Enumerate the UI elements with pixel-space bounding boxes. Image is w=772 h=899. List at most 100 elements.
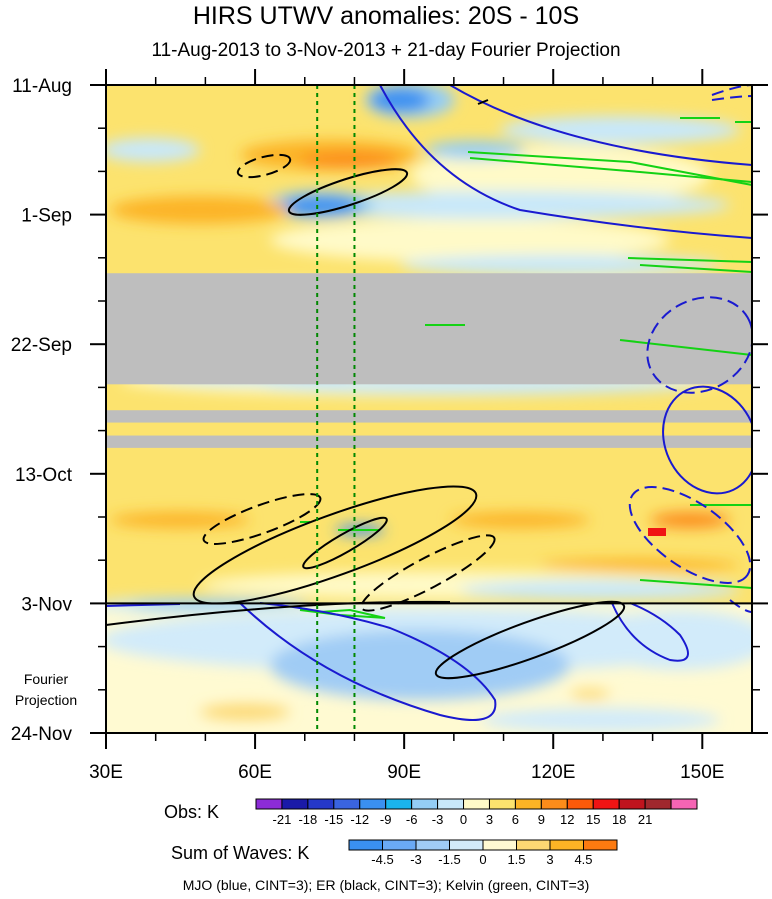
mjo-contour (611, 602, 689, 662)
er-contours (106, 99, 626, 680)
kelvin-contour (639, 264, 752, 273)
er-contour (192, 485, 478, 605)
obs-colorbar-tick-label: -9 (380, 812, 392, 827)
plot-frame (105, 84, 753, 734)
er-contour (477, 99, 489, 105)
waves-colorbar-swatch (549, 839, 584, 851)
kelvin-contour (469, 157, 752, 183)
y-tick-label: 1-Sep (21, 206, 72, 227)
obs-colorbar-swatch (437, 798, 465, 810)
obs-colorbar-swatch (307, 798, 335, 810)
waves-colorbar-tick-label: 1.5 (507, 852, 525, 867)
missing-data-band (106, 410, 752, 423)
x-tick-label: 90E (387, 762, 421, 783)
x-tick-label: 120E (531, 762, 575, 783)
mjo-contour (662, 385, 752, 495)
reference-longitude-lines (316, 85, 356, 733)
obs-colorbar-swatch (670, 798, 698, 810)
er-contour (106, 600, 451, 626)
obs-colorbar-swatch (644, 798, 672, 810)
obs-colorbar-swatch (411, 798, 439, 810)
y-tick-label: 22-Sep (11, 335, 72, 356)
x-tick-label: 150E (680, 762, 724, 783)
projection-label: Fourier Projection (2, 669, 90, 711)
mjo-negative-contour (729, 599, 752, 613)
waves-colorbar-tick-label: 0 (479, 852, 486, 867)
x-tick-label: 60E (238, 762, 272, 783)
obs-colorbar-tick-label: 18 (612, 812, 626, 827)
kelvin-contours (299, 117, 752, 619)
mjo-contour (379, 85, 752, 239)
obs-colorbar-swatch (281, 798, 309, 810)
mjo-negative-contours (628, 85, 752, 613)
obs-strong-positive-spot (648, 528, 666, 536)
missing-data-bands (106, 273, 752, 448)
heatmap-field (106, 85, 752, 733)
projection-anomaly-blobs (106, 608, 752, 732)
y-tick-label: 13-Oct (15, 465, 73, 486)
obs-colorbar-swatch (540, 798, 568, 810)
obs-colorbar-swatch (566, 798, 594, 810)
waves-colorbar-swatch (382, 839, 417, 851)
obs-colorbar-tick-label: -6 (406, 812, 418, 827)
er-negative-contour (202, 493, 322, 545)
projection-label-line1: Fourier (23, 671, 69, 687)
mjo-negative-contour (628, 486, 752, 584)
x-tick-label: 30E (89, 762, 123, 783)
obs-colorbar-swatch (385, 798, 413, 810)
waves-colorbar-swatch (415, 839, 450, 851)
er-negative-contour (360, 534, 496, 612)
er-contour (434, 600, 626, 680)
er-contour (302, 516, 388, 570)
chart-title: HIRS UTWV anomalies: 20S - 10S (192, 2, 580, 30)
obs-colorbar-swatch (333, 798, 361, 810)
waves-colorbar-swatch (583, 839, 618, 851)
obs-colorbar-tick-label: -12 (350, 812, 369, 827)
obs-colorbar-tick-label: 0 (460, 812, 467, 827)
missing-data-band (106, 273, 752, 385)
mjo-contour (239, 602, 497, 721)
kelvin-contour (627, 257, 752, 263)
waves-colorbar: -4.5 -3 -1.5 0 1.5 3 4.5 (348, 839, 618, 867)
y-tick-label: 3-Nov (21, 594, 72, 615)
waves-colorbar-swatch (516, 839, 551, 851)
projection-label-line2: Projection (14, 692, 78, 708)
waves-colorbar-label: Sum of Waves: K (171, 843, 310, 863)
obs-colorbar-swatch (514, 798, 542, 810)
obs-colorbar-tick-label: 15 (586, 812, 600, 827)
obs-colorbar-tick-label: -18 (298, 812, 317, 827)
mjo-negative-contour (711, 95, 752, 101)
obs-colorbar-tick-label: 9 (538, 812, 545, 827)
er-contour (287, 168, 409, 216)
obs-colorbar-label: Obs: K (164, 802, 220, 822)
obs-colorbar-tick-label: -15 (324, 812, 343, 827)
waves-colorbar-tick-label: 4.5 (574, 852, 592, 867)
obs-colorbar-tick-label: -21 (273, 812, 292, 827)
y-tick-label: 11-Aug (12, 76, 72, 97)
kelvin-contour (467, 151, 752, 186)
er-negative-contour (236, 153, 292, 179)
waves-colorbar-tick-label: -3 (410, 852, 422, 867)
kelvin-contour (639, 579, 752, 589)
er-negative-contours (202, 153, 496, 612)
y-tick-label: 24-Nov (11, 724, 73, 745)
footer-legend: MJO (blue, CINT=3); ER (black, CINT=3); … (182, 877, 590, 893)
waves-colorbar-swatch (449, 839, 484, 851)
obs-colorbar-tick-label: -3 (432, 812, 444, 827)
kelvin-contour (619, 339, 752, 356)
obs-colorbar-swatch (618, 798, 646, 810)
obs-colorbar-swatch (359, 798, 387, 810)
mjo-contour (449, 85, 752, 166)
obs-colorbar-tick-label: 12 (560, 812, 574, 827)
chart-subtitle: 11-Aug-2013 to 3-Nov-2013 + 21-day Fouri… (151, 40, 621, 61)
obs-colorbar-tick-label: 3 (486, 812, 493, 827)
obs-colorbar-tick-label: 21 (638, 812, 652, 827)
waves-colorbar-tick-label: -1.5 (438, 852, 460, 867)
waves-colorbar-tick-label: -4.5 (371, 852, 393, 867)
waves-colorbar-tick-label: 3 (546, 852, 553, 867)
waves-colorbar-swatch (482, 839, 517, 851)
obs-colorbar-swatch (255, 798, 283, 810)
axes: 11-Aug 1-Sep 22-Sep 13-Oct 3-Nov 24-Nov 30E 60E… (11, 69, 768, 783)
mjo-negative-contour (646, 296, 752, 394)
